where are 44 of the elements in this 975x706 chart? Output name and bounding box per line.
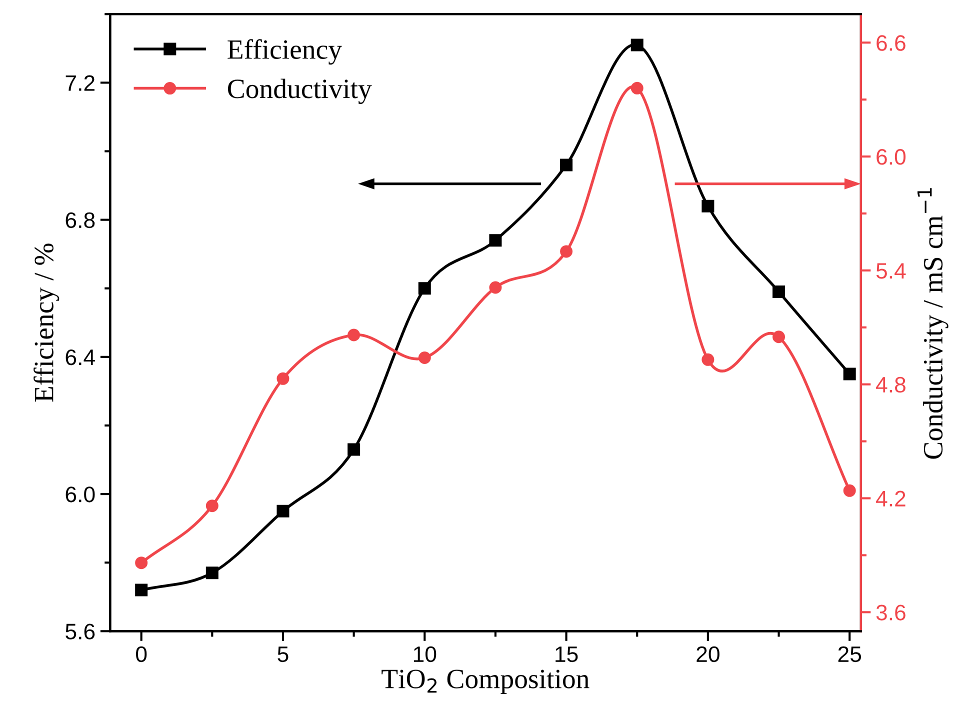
- point: [418, 282, 431, 295]
- y-tick-label: 6.8: [66, 212, 95, 228]
- point: [702, 200, 714, 212]
- point: [348, 443, 360, 456]
- point: [560, 158, 573, 172]
- y-tick-label: 5.6: [66, 624, 95, 640]
- y-axis-title: Efficiency / %: [34, 244, 60, 402]
- point: [630, 82, 644, 94]
- point: [276, 372, 290, 385]
- x-tick-label: 0: [136, 646, 147, 662]
- x-axis-title: TiO$_{2}$ Composition: [382, 670, 590, 694]
- point: [489, 234, 502, 247]
- legend-label: Efficiency: [228, 39, 342, 65]
- point: [489, 281, 502, 294]
- legend-label: Conductivity: [228, 78, 372, 104]
- point: [560, 245, 573, 258]
- point: [843, 484, 856, 497]
- point: [418, 352, 431, 364]
- point: [276, 504, 290, 518]
- y-tick-label: 6.0: [66, 486, 95, 502]
- point: [772, 286, 786, 298]
- x-tick-label: 20: [696, 646, 720, 662]
- point: [348, 328, 360, 342]
- x-tick-label: 25: [838, 646, 862, 662]
- point: [135, 584, 148, 596]
- y2-tick-label: 4.2: [876, 490, 906, 506]
- point: [630, 38, 644, 52]
- point: [702, 353, 714, 366]
- y-tick-label: 7.2: [66, 75, 94, 91]
- y2-axis-title: Conductivity / mS cm$^{−1}$: [918, 188, 948, 459]
- y2-tick-label: 5.4: [876, 263, 906, 279]
- point: [772, 330, 786, 344]
- y2-tick-label: 4.8: [876, 376, 906, 393]
- y2-tick-label: 3.6: [876, 604, 906, 620]
- x-tick-label: 15: [556, 646, 578, 662]
- point: [843, 368, 856, 380]
- y2-tick-label: 6.0: [876, 149, 906, 165]
- point: [135, 556, 148, 570]
- y-tick-label: 6.4: [66, 349, 95, 366]
- x-tick-label: 5: [278, 646, 288, 662]
- point: [206, 566, 218, 580]
- y2-tick-label: 6.6: [876, 35, 906, 51]
- point: [206, 500, 218, 512]
- x-tick-label: 10: [414, 646, 436, 662]
